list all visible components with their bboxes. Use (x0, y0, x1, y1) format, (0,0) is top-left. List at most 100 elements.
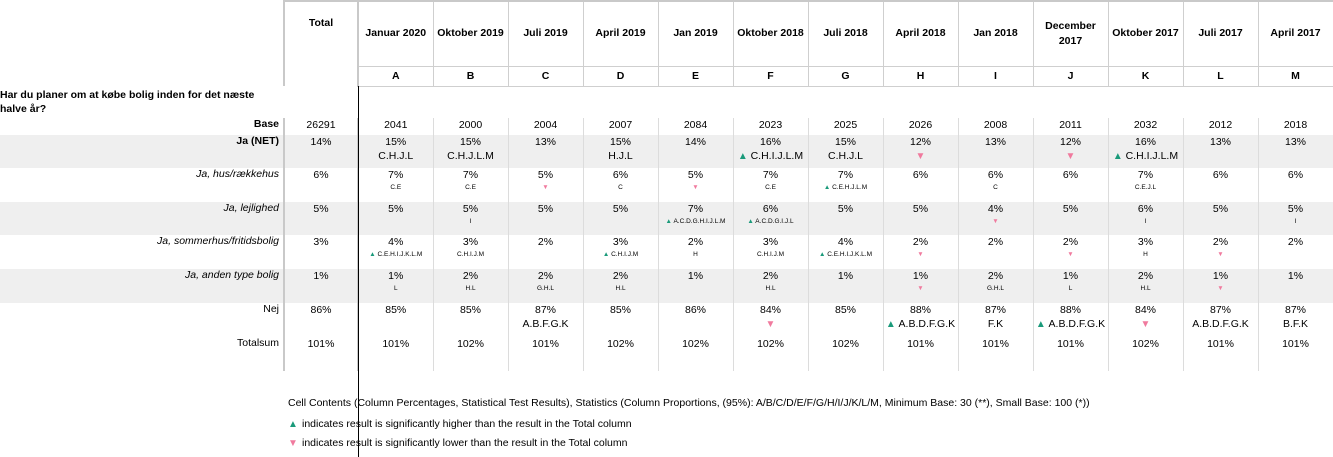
significance-letters: H (693, 251, 698, 258)
cell-value: 2023 (758, 119, 783, 131)
cell-value: 2% (1137, 270, 1154, 282)
data-cell: 5% (507, 202, 584, 235)
significance-letters: C.H.I.J.M (456, 251, 485, 258)
cell-value: 4% (837, 236, 854, 248)
data-cell: 2026 (882, 118, 959, 135)
significance-line: ▼ (659, 182, 732, 194)
triangle-up-icon: ▲ (823, 184, 833, 191)
cell-value: 7% (388, 169, 404, 181)
data-cell: 86% (657, 303, 734, 337)
table-row: Ja, lejlighed 5% 5% 5% I 5% 5% 7% ▲ A.C.D.G.H.I.… (0, 202, 1333, 235)
cell-value: 2012 (1208, 119, 1233, 131)
data-cell: 85% (432, 303, 509, 337)
cell-value: 5% (912, 203, 929, 215)
total-cell: 3% (283, 235, 359, 269)
cell-value: 5% (837, 203, 854, 215)
triangle-up-icon: ▲ (1112, 151, 1126, 162)
cell-value: 88% (1059, 304, 1081, 316)
significance-letters: I (1144, 218, 1147, 225)
data-cell: 6% C (582, 168, 659, 202)
triangle-down-icon: ▼ (1140, 319, 1151, 330)
cell-value: 7% (687, 203, 704, 215)
data-cell: 5% (1032, 202, 1109, 235)
data-cell: 13% (957, 135, 1034, 168)
data-cell: 5% ▼ (507, 168, 584, 202)
data-cell: 2% G.H.L (507, 269, 584, 303)
table-row: Totalsum 101% 101% 102% 101% 102% 102% 102% 102%… (0, 337, 1333, 371)
data-cell: 6% ▲ A.C.D.G.I.J.L (732, 202, 809, 235)
cell-value: 2% (987, 236, 1004, 248)
data-cell: 5% (1182, 202, 1259, 235)
cell-value: 2041 (384, 119, 408, 131)
data-cell: 2% H.L (432, 269, 509, 303)
data-cell: 4% ▲ C.E.H.I.J.K.L.M (357, 235, 434, 269)
significance-line: L (359, 283, 432, 295)
header-row: Total Januar 2020 Oktober 2019 Juli 2019 Apr… (0, 0, 1333, 86)
significance-line: C.E (359, 182, 432, 194)
triangle-up-icon: ▲ (818, 251, 828, 258)
data-cell: 101% (957, 337, 1034, 371)
cell-value: 2% (1062, 236, 1079, 248)
cell-value: 2004 (533, 119, 558, 131)
cell-value: 2% (612, 270, 629, 282)
cell-value: 3% (1137, 236, 1154, 248)
significance-line: I (1109, 216, 1182, 228)
significance-line: G.H.L (959, 283, 1032, 295)
legend-lower-text: indicates result is significantly lower … (302, 437, 628, 449)
data-cell: 1% ▼ (882, 269, 959, 303)
column-header: April 2017 (1257, 0, 1333, 66)
significance-line: A.B.D.F.G.K (1184, 317, 1257, 331)
data-cell: 1% (657, 269, 734, 303)
data-cell: 5% (807, 202, 884, 235)
significance-line: C.H.J.L (809, 149, 882, 163)
data-cell: 2% ▼ (1182, 235, 1259, 269)
row-label: Totalsum (0, 337, 285, 371)
significance-line: C.E (734, 182, 807, 194)
data-cell: 2% H (657, 235, 734, 269)
cell-value: 102% (682, 338, 709, 350)
significance-line: ▼ (1184, 283, 1257, 295)
table-row: Ja, sommerhus/fritidsbolig 3% 4% ▲ C.E.H.I.… (0, 235, 1333, 269)
data-cell: 7% ▲ A.C.D.G.H.I.J.L.M (657, 202, 734, 235)
data-cell: 85% (357, 303, 434, 337)
column-header: Juli 2019 (507, 0, 584, 66)
significance-line: ▼ (959, 216, 1032, 228)
triangle-up-icon: ▲ (288, 419, 298, 430)
table-row: Nej 86% 85% 85% 87% A.B.F.G.K 85% 86% 84% ▼ 85% 88%… (0, 303, 1333, 337)
significance-line: ▲ A.B.D.F.G.K (1034, 317, 1107, 332)
significance-line: H.L (1109, 283, 1182, 295)
triangle-down-icon: ▼ (1065, 151, 1076, 162)
data-cell: 85% (582, 303, 659, 337)
significance-letters: C.E.H.I.J.K.L.M (827, 251, 873, 258)
data-cell: 7% C.E (357, 168, 434, 202)
total-cell: 5% (283, 202, 359, 235)
column-header: April 2018 (882, 0, 959, 66)
question-row: Har du planer om at købe bolig inden for… (0, 86, 1333, 118)
significance-letters: C.E.H.J.L.M (832, 184, 868, 191)
significance-line: ▼ (1109, 317, 1182, 332)
cell-value: 5% (1212, 203, 1229, 215)
significance-line: I (434, 216, 507, 228)
significance-line: ▲ C.E.H.J.L.M (809, 182, 882, 194)
significance-line: H (1109, 249, 1182, 261)
cell-value: 87% (1209, 304, 1231, 316)
significance-line: C.E (434, 182, 507, 194)
cell-value: 4% (987, 203, 1004, 215)
column-header: Jan 2018 (957, 0, 1034, 66)
cell-value: 102% (757, 338, 784, 350)
cell-value: 6% (912, 169, 929, 181)
data-cell: 88% ▲ A.B.D.F.G.K (882, 303, 959, 337)
triangle-down-icon: ▼ (288, 438, 298, 449)
significance-letters: A.B.F.G.K (522, 318, 569, 330)
triangle-down-icon: ▼ (692, 184, 699, 191)
data-cell: 7% C.E (732, 168, 809, 202)
data-cell: 2041 (357, 118, 434, 135)
significance-line: C.H.I.J.M (434, 249, 507, 261)
cell-value: 86% (684, 304, 706, 316)
cell-value: 1% (912, 270, 929, 282)
data-cell: 5% (882, 202, 959, 235)
cell-value: 2% (762, 270, 779, 282)
cell-value: 101% (907, 338, 934, 350)
significance-letters: L (393, 285, 398, 292)
